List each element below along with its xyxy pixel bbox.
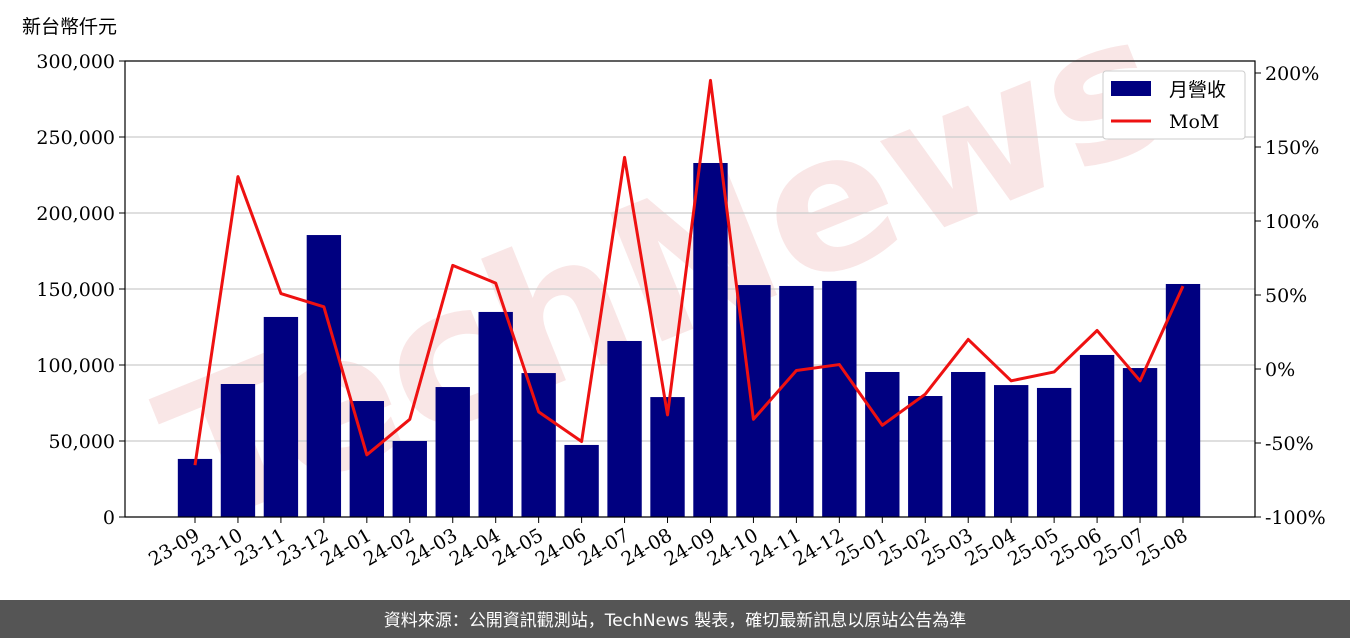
y2-tick-label: -50% [1265, 433, 1314, 455]
bar [1122, 368, 1158, 517]
bar [1165, 283, 1201, 517]
bar [306, 235, 342, 518]
bar [392, 441, 427, 517]
plot-frame [124, 60, 1256, 518]
y2-tick-label: -100% [1265, 507, 1326, 529]
y-axis-unit: 新台幣仟元 [22, 16, 117, 38]
bar [220, 384, 256, 517]
y-tick-label: 150,000 [36, 279, 115, 301]
bar [607, 340, 642, 517]
bar [951, 371, 986, 517]
y-tick-label: 250,000 [36, 127, 115, 149]
bar [478, 311, 513, 517]
y-tick-label: 300,000 [36, 51, 115, 73]
bar [1036, 387, 1072, 517]
legend-swatch [1111, 81, 1151, 96]
bar [865, 371, 900, 517]
footer-bar [0, 600, 1350, 638]
bar [779, 285, 814, 517]
y-tick-label: 200,000 [36, 203, 115, 225]
y-tick-label: 100,000 [36, 355, 115, 377]
bar [908, 396, 943, 517]
bar [435, 387, 470, 517]
y-tick-label: 50,000 [49, 431, 115, 453]
x-tick-label: 25-08 [1133, 524, 1191, 570]
bar [650, 397, 685, 517]
bar [822, 280, 857, 517]
bar [521, 373, 556, 517]
y2-tick-label: 150% [1265, 137, 1319, 159]
y2-tick-label: 50% [1265, 285, 1307, 307]
bar [263, 316, 299, 517]
bar [993, 385, 1029, 517]
legend-label: MoM [1169, 111, 1219, 133]
y-tick-label: 0 [103, 507, 115, 529]
footer-text: 資料來源：公開資訊觀測站，TechNews 製表，確切最新訊息以原站公告為準 [384, 611, 966, 631]
y2-tick-label: 200% [1265, 63, 1319, 85]
bar [564, 444, 599, 517]
legend-label: 月營收 [1169, 79, 1226, 101]
bar [693, 162, 728, 517]
y2-tick-label: 0% [1265, 359, 1295, 381]
y2-tick-label: 100% [1265, 211, 1319, 233]
line [193, 78, 1185, 466]
bar [1079, 354, 1115, 517]
bar [177, 458, 213, 517]
